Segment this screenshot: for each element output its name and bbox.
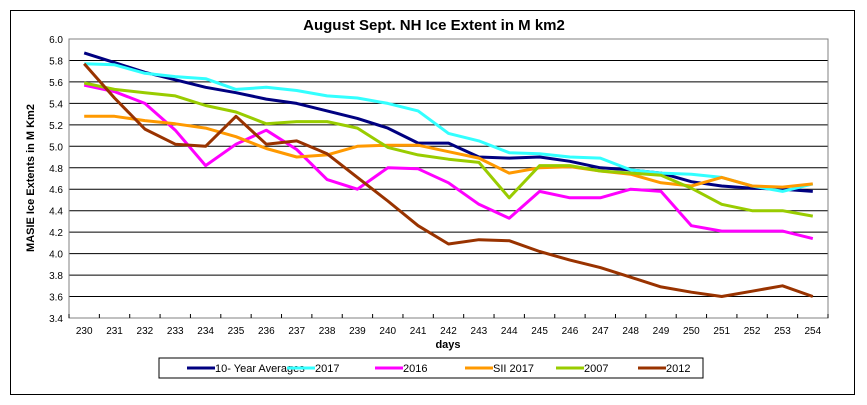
chart-title: August Sept. NH Ice Extent in M km2 — [303, 17, 565, 34]
legend-label: 2012 — [666, 363, 690, 375]
legend-label: 10- Year Averages — [215, 363, 305, 375]
series-line-2016 — [83, 83, 814, 241]
x-tick-label: 239 — [349, 326, 366, 337]
x-tick-label: 247 — [592, 326, 609, 337]
legend-label: 2007 — [584, 363, 608, 375]
x-tick-label: 230 — [76, 326, 93, 337]
x-tick-label: 238 — [319, 326, 336, 337]
y-tick-label: 5.0 — [49, 142, 63, 153]
chart-frame — [10, 10, 855, 395]
x-tick-label: 248 — [622, 326, 639, 337]
y-tick-label: 5.4 — [49, 99, 63, 110]
x-tick-label: 233 — [167, 326, 184, 337]
legend-label: SII 2017 — [493, 363, 534, 375]
y-tick-label: 5.2 — [49, 121, 63, 132]
y-axis-title: MASIE Ice Extents in M Km2 — [25, 104, 37, 252]
plot-area — [68, 38, 829, 319]
legend-label: 2017 — [315, 363, 339, 375]
x-tick-label: 250 — [683, 326, 700, 337]
x-axis-title: days — [435, 339, 460, 351]
y-tick-label: 3.8 — [49, 271, 63, 282]
x-tick-label: 241 — [410, 326, 427, 337]
series-line-2012 — [83, 62, 814, 298]
legend: 10- Year Averages 2017 2016 SII 2017 2007 201… — [158, 357, 704, 379]
x-tick-label: 235 — [228, 326, 245, 337]
legend-label: 2016 — [403, 363, 427, 375]
x-axis-ticks: 230 231 232 233 234 235 236 237 238 239 240 241 242 2… — [68, 314, 829, 337]
y-tick-label: 3.4 — [49, 314, 63, 325]
series-lines — [83, 51, 814, 298]
x-tick-label: 242 — [440, 326, 457, 337]
y-tick-label: 4.0 — [49, 250, 63, 261]
x-tick-label: 249 — [653, 326, 670, 337]
y-tick-label: 4.2 — [49, 228, 63, 239]
x-tick-label: 244 — [501, 326, 518, 337]
x-tick-label: 251 — [713, 326, 730, 337]
x-tick-label: 232 — [137, 326, 154, 337]
x-tick-label: 240 — [379, 326, 396, 337]
x-tick-label: 246 — [562, 326, 579, 337]
x-tick-label: 237 — [288, 326, 305, 337]
x-tick-label: 254 — [804, 326, 821, 337]
legend-box — [158, 357, 704, 379]
x-tick-label: 243 — [471, 326, 488, 337]
y-tick-label: 5.8 — [49, 56, 63, 67]
y-tick-label: 4.4 — [49, 207, 63, 218]
series-line-2007 — [83, 81, 814, 218]
x-tick-label: 234 — [197, 326, 214, 337]
x-tick-label: 236 — [258, 326, 275, 337]
y-tick-label: 3.6 — [49, 293, 63, 304]
series-line-sii-2017 — [84, 114, 813, 189]
y-tick-label: 4.8 — [49, 164, 63, 175]
x-tick-label: 252 — [744, 326, 761, 337]
y-tick-label: 4.6 — [49, 185, 63, 196]
y-tick-label: 5.6 — [49, 78, 63, 89]
x-tick-label: 245 — [531, 326, 548, 337]
y-tick-label: 6.0 — [49, 35, 63, 46]
series-line-10-year-averages — [83, 51, 813, 193]
x-tick-label: 253 — [774, 326, 791, 337]
y-axis-ticks: 3.4 3.6 3.8 4.0 4.2 4.4 4.6 4.8 5.0 5.2 5.4 5.6 5.8 6… — [49, 35, 63, 325]
series-line-2017 — [84, 62, 814, 193]
x-tick-label: 231 — [106, 326, 123, 337]
